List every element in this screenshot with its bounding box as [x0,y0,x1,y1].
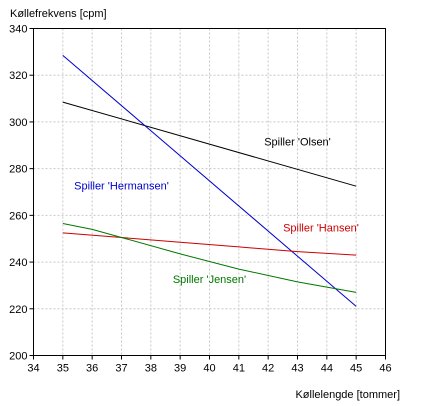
series-line [62,223,357,293]
y-tick-label: 280 [9,164,27,176]
series-line [62,232,357,256]
series-label: Spiller 'Hermansen' [74,181,169,193]
y-tick-label: 300 [9,117,27,129]
y-tick-label: 260 [9,210,27,222]
axis-ticks: 34 35 36 37 38 39 40 41 42 43 44 45 46 200 220 240 260 28… [9,24,391,375]
x-axis-label: Køllelengde [tommer] [295,389,400,401]
x-tick-label: 35 [57,363,69,375]
x-tick-label: 42 [262,363,274,375]
y-tick-label: 320 [9,70,27,82]
x-tick-label: 46 [379,363,391,375]
x-tick-label: 38 [145,363,157,375]
series-line [62,101,357,187]
y-tick-label: 240 [9,257,27,269]
series-label: Spiller 'Olsen' [264,136,331,148]
x-tick-label: 34 [27,363,39,375]
series-label: Spiller 'Jensen' [173,274,246,286]
series-lines [62,55,357,307]
x-tick-label: 45 [350,363,362,375]
x-tick-label: 43 [291,363,303,375]
y-tick-label: 340 [9,24,27,36]
series-label: Spiller 'Hansen' [283,223,359,235]
grid [33,28,386,356]
x-tick-label: 40 [203,363,215,375]
x-tick-label: 41 [233,363,245,375]
series-line [62,55,357,307]
y-tick-label: 200 [9,351,27,363]
x-tick-label: 36 [86,363,98,375]
x-tick-label: 39 [174,363,186,375]
x-tick-label: 37 [115,363,127,375]
x-tick-label: 44 [321,363,333,375]
y-axis-label: Køllefrekvens [cpm] [10,8,107,20]
series-labels: Spiller 'Olsen' Spiller 'Hermansen' Spille… [74,136,359,286]
y-tick-label: 220 [9,304,27,316]
